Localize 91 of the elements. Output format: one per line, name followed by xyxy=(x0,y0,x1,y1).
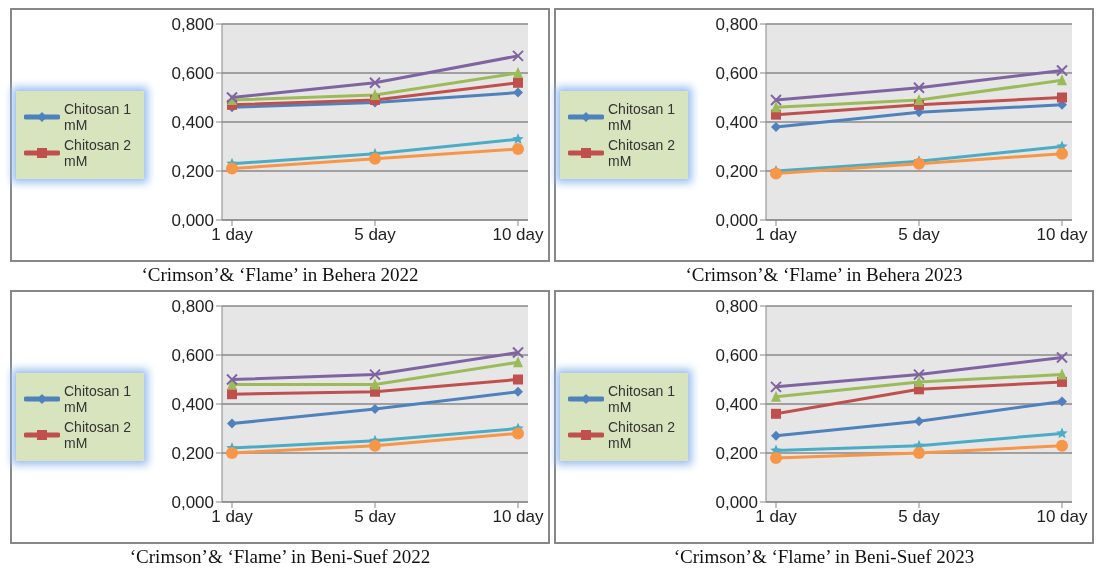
point xyxy=(369,368,381,381)
legend-label: Chitosan 2 mM xyxy=(608,419,676,451)
point xyxy=(369,439,381,452)
point xyxy=(1056,64,1068,77)
y-tick-label: 0,400 xyxy=(171,113,214,133)
point xyxy=(771,408,781,419)
y-tick-label: 0,000 xyxy=(715,211,758,231)
legend-label: Chitosan 1 mM xyxy=(608,383,676,415)
y-tick-label: 0,000 xyxy=(171,493,214,513)
point xyxy=(227,418,237,429)
y-tick-label: 0,200 xyxy=(715,444,758,464)
point xyxy=(771,121,781,132)
point xyxy=(913,447,925,459)
y-tick-label: 0,600 xyxy=(715,64,758,84)
point xyxy=(1057,396,1067,407)
y-tick-label: 0,400 xyxy=(715,395,758,415)
point xyxy=(512,142,524,155)
point xyxy=(512,346,524,359)
point xyxy=(770,451,782,464)
point xyxy=(370,378,380,390)
text: ‘Crimson’& ‘Flame’ in Behera 2023 xyxy=(685,264,963,285)
text: ‘Crimson’& ‘Flame’ in Behera 2022 xyxy=(141,264,419,285)
point xyxy=(513,374,523,385)
point xyxy=(370,403,380,414)
point xyxy=(226,373,238,386)
x-tick-label: 5 day xyxy=(354,507,397,527)
point xyxy=(513,386,523,397)
legend-label: Chitosan 1 mM xyxy=(608,101,676,133)
legend-label: Chitosan 1 mM xyxy=(64,101,132,133)
point xyxy=(512,49,524,62)
x-tick-label: 1 day xyxy=(755,507,798,527)
y-tick-label: 0,600 xyxy=(171,346,214,366)
y-tick-label: 0,600 xyxy=(171,64,214,84)
legend-label: Chitosan 1 mM xyxy=(64,383,132,415)
y-tick-label: 0,200 xyxy=(171,444,214,464)
x-tick-label: 10 day xyxy=(492,225,545,245)
x-tick-label: 5 day xyxy=(898,225,941,245)
legend-label: Chitosan 2 mM xyxy=(608,137,676,169)
legend-label: Chitosan 2 mM xyxy=(64,419,132,451)
point xyxy=(914,375,924,387)
point xyxy=(513,67,523,78)
point xyxy=(513,77,523,88)
point xyxy=(771,390,781,402)
point xyxy=(1057,74,1067,86)
point xyxy=(370,89,380,101)
y-tick-label: 0,600 xyxy=(715,346,758,366)
y-tick-label: 0,000 xyxy=(715,493,758,513)
point xyxy=(512,427,524,440)
x-tick-label: 10 day xyxy=(492,507,545,527)
point xyxy=(771,430,781,441)
x-tick-label: 5 day xyxy=(354,225,397,245)
point xyxy=(1056,427,1068,439)
x-tick-label: 1 day xyxy=(755,225,798,245)
y-tick-label: 0,800 xyxy=(171,15,214,35)
y-tick-label: 0,200 xyxy=(715,162,758,182)
point xyxy=(770,380,782,393)
point xyxy=(913,81,925,94)
x-tick-label: 10 day xyxy=(1036,507,1089,527)
point xyxy=(369,152,381,165)
point xyxy=(913,368,925,381)
x-tick-label: 1 day xyxy=(211,225,254,245)
point xyxy=(226,162,238,175)
point xyxy=(914,93,924,105)
point xyxy=(226,447,238,459)
point xyxy=(1057,92,1067,103)
point xyxy=(1057,368,1067,380)
x-tick-label: 10 day xyxy=(1036,225,1089,245)
point xyxy=(369,76,381,89)
point xyxy=(771,101,781,113)
point xyxy=(1056,351,1068,364)
y-tick-label: 0,800 xyxy=(715,15,758,35)
point xyxy=(914,416,924,427)
text: ‘Crimson’& ‘Flame’ in Beni-Suef 2022 xyxy=(129,546,431,567)
y-tick-label: 0,400 xyxy=(171,395,214,415)
y-tick-label: 0,000 xyxy=(171,211,214,231)
point xyxy=(770,167,782,180)
x-tick-label: 1 day xyxy=(211,507,254,527)
y-tick-label: 0,800 xyxy=(171,297,214,317)
y-tick-label: 0,800 xyxy=(715,297,758,317)
y-tick-label: 0,400 xyxy=(715,113,758,133)
text: ‘Crimson’& ‘Flame’ in Beni-Suef 2023 xyxy=(673,546,975,567)
point xyxy=(513,87,523,98)
point xyxy=(1056,439,1068,452)
point xyxy=(1056,147,1068,160)
x-tick-label: 5 day xyxy=(898,507,941,527)
y-tick-label: 0,200 xyxy=(171,162,214,182)
point xyxy=(770,93,782,106)
point xyxy=(512,133,524,144)
point xyxy=(513,356,523,368)
point xyxy=(227,389,237,400)
legend-label: Chitosan 2 mM xyxy=(64,137,132,169)
